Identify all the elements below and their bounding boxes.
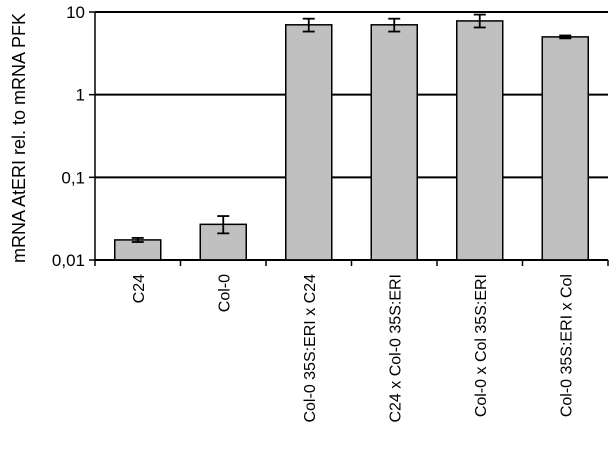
y-tick-label: 0,1 xyxy=(61,168,85,187)
bar xyxy=(456,20,504,261)
y-tick-label: 0,01 xyxy=(52,251,85,270)
bar xyxy=(370,24,418,261)
grid-lines xyxy=(95,11,608,261)
bars xyxy=(114,20,589,261)
bar xyxy=(114,239,162,261)
x-tick-label: C24 xyxy=(131,274,148,303)
axes xyxy=(89,11,609,266)
bar xyxy=(541,36,589,261)
y-axis-label: mRNA AtERI rel. to mRNA PFK xyxy=(9,13,29,263)
x-tick-label: Col-0 35S:ERI x Col xyxy=(558,274,575,417)
error-bars xyxy=(131,13,572,243)
bar xyxy=(285,24,333,261)
y-tick-label: 1 xyxy=(76,86,85,105)
x-tick-label: Col-0 xyxy=(216,274,233,312)
y-tick-labels: 0,01 0,1 1 10 xyxy=(52,3,85,270)
y-tick-label: 10 xyxy=(66,3,85,22)
x-tick-label: C24 x Col-0 35S:ERI xyxy=(387,274,404,423)
x-tick-labels: C24 Col-0 Col-0 35S:ERI x C24 C24 x Col-0 3… xyxy=(131,274,576,423)
x-tick-label: Col-0 x Col 35S:ERI xyxy=(473,274,490,417)
x-tick-label: Col-0 35S:ERI x C24 xyxy=(302,274,319,423)
